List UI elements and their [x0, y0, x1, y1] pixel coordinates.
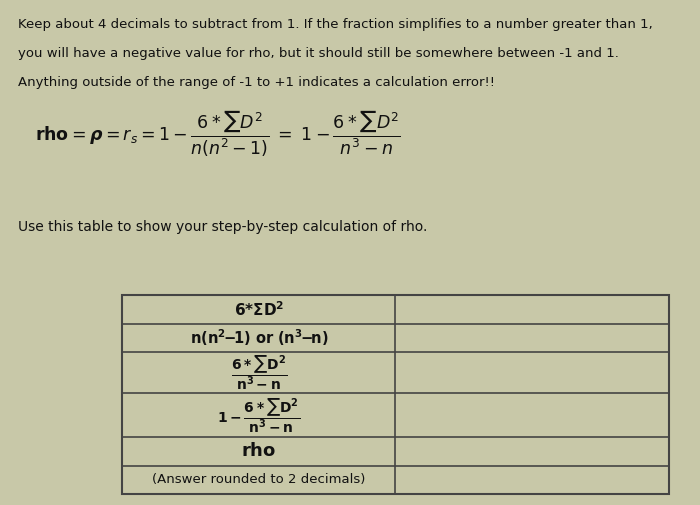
Text: Keep about 4 decimals to subtract from 1. If the fraction simplifies to a number: Keep about 4 decimals to subtract from 1… [18, 18, 652, 31]
Bar [122, 295, 668, 494]
Text: $\mathbf{6{*}\Sigma D^2}$: $\mathbf{6{*}\Sigma D^2}$ [234, 300, 284, 319]
Text: Anything outside of the range of -1 to +1 indicates a calculation error!!: Anything outside of the range of -1 to +… [18, 76, 494, 89]
Text: $\mathbf{1 - \dfrac{6*\sum D^2}{n^3-n}}$: $\mathbf{1 - \dfrac{6*\sum D^2}{n^3-n}}$ [218, 396, 300, 435]
Text: (Answer rounded to 2 decimals): (Answer rounded to 2 decimals) [153, 473, 365, 486]
Text: Use this table to show your step-by-step calculation of rho.: Use this table to show your step-by-step… [18, 220, 427, 234]
Text: $\mathbf{rho}$: $\mathbf{rho}$ [241, 442, 276, 461]
Text: $\mathbf{\dfrac{6*\sum D^2}{n^3-n}}$: $\mathbf{\dfrac{6*\sum D^2}{n^3-n}}$ [231, 353, 287, 392]
Text: $\mathbf{n(n^2\!\!-\!\!1)\ or\ (n^3\!\!-\!\!n)}$: $\mathbf{n(n^2\!\!-\!\!1)\ or\ (n^3\!\!-… [190, 328, 328, 348]
Text: you will have a negative value for rho, but it should still be somewhere between: you will have a negative value for rho, … [18, 47, 618, 60]
Text: $\mathbf{rho} = \boldsymbol{\rho} = r_s = 1 - \dfrac{6 * \sum D^2}{n(n^2-1)} \;=: $\mathbf{rho} = \boldsymbol{\rho} = r_s … [35, 109, 401, 159]
